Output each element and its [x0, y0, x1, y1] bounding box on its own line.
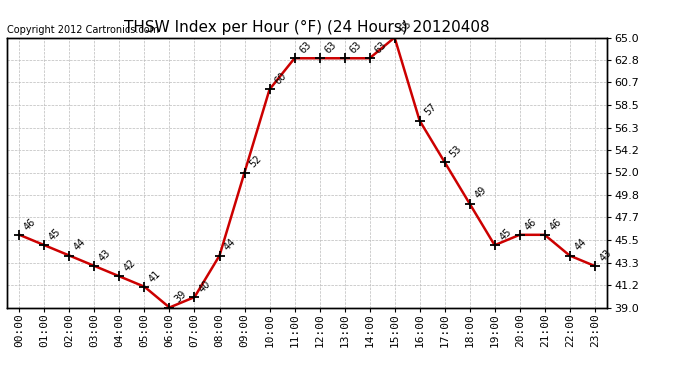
Text: 49: 49 — [473, 185, 488, 201]
Text: 57: 57 — [422, 102, 438, 118]
Text: Copyright 2012 Cartronics.com: Copyright 2012 Cartronics.com — [7, 25, 159, 35]
Text: 39: 39 — [172, 289, 188, 305]
Text: 60: 60 — [273, 71, 288, 87]
Text: 63: 63 — [347, 40, 363, 56]
Text: 45: 45 — [47, 226, 63, 242]
Text: 44: 44 — [222, 237, 238, 253]
Text: 46: 46 — [22, 216, 38, 232]
Text: 53: 53 — [447, 144, 463, 159]
Text: 40: 40 — [197, 279, 213, 294]
Text: 43: 43 — [598, 248, 613, 263]
Title: THSW Index per Hour (°F) (24 Hours) 20120408: THSW Index per Hour (°F) (24 Hours) 2012… — [124, 20, 490, 35]
Text: 46: 46 — [522, 216, 538, 232]
Text: 65: 65 — [397, 19, 413, 35]
Text: 44: 44 — [573, 237, 588, 253]
Text: 63: 63 — [373, 40, 388, 56]
Text: 46: 46 — [547, 216, 563, 232]
Text: 63: 63 — [297, 40, 313, 56]
Text: 45: 45 — [497, 226, 513, 242]
Text: 43: 43 — [97, 248, 113, 263]
Text: 42: 42 — [122, 258, 138, 274]
Text: 63: 63 — [322, 40, 338, 56]
Text: 52: 52 — [247, 154, 263, 170]
Text: 41: 41 — [147, 268, 163, 284]
Text: 44: 44 — [72, 237, 88, 253]
